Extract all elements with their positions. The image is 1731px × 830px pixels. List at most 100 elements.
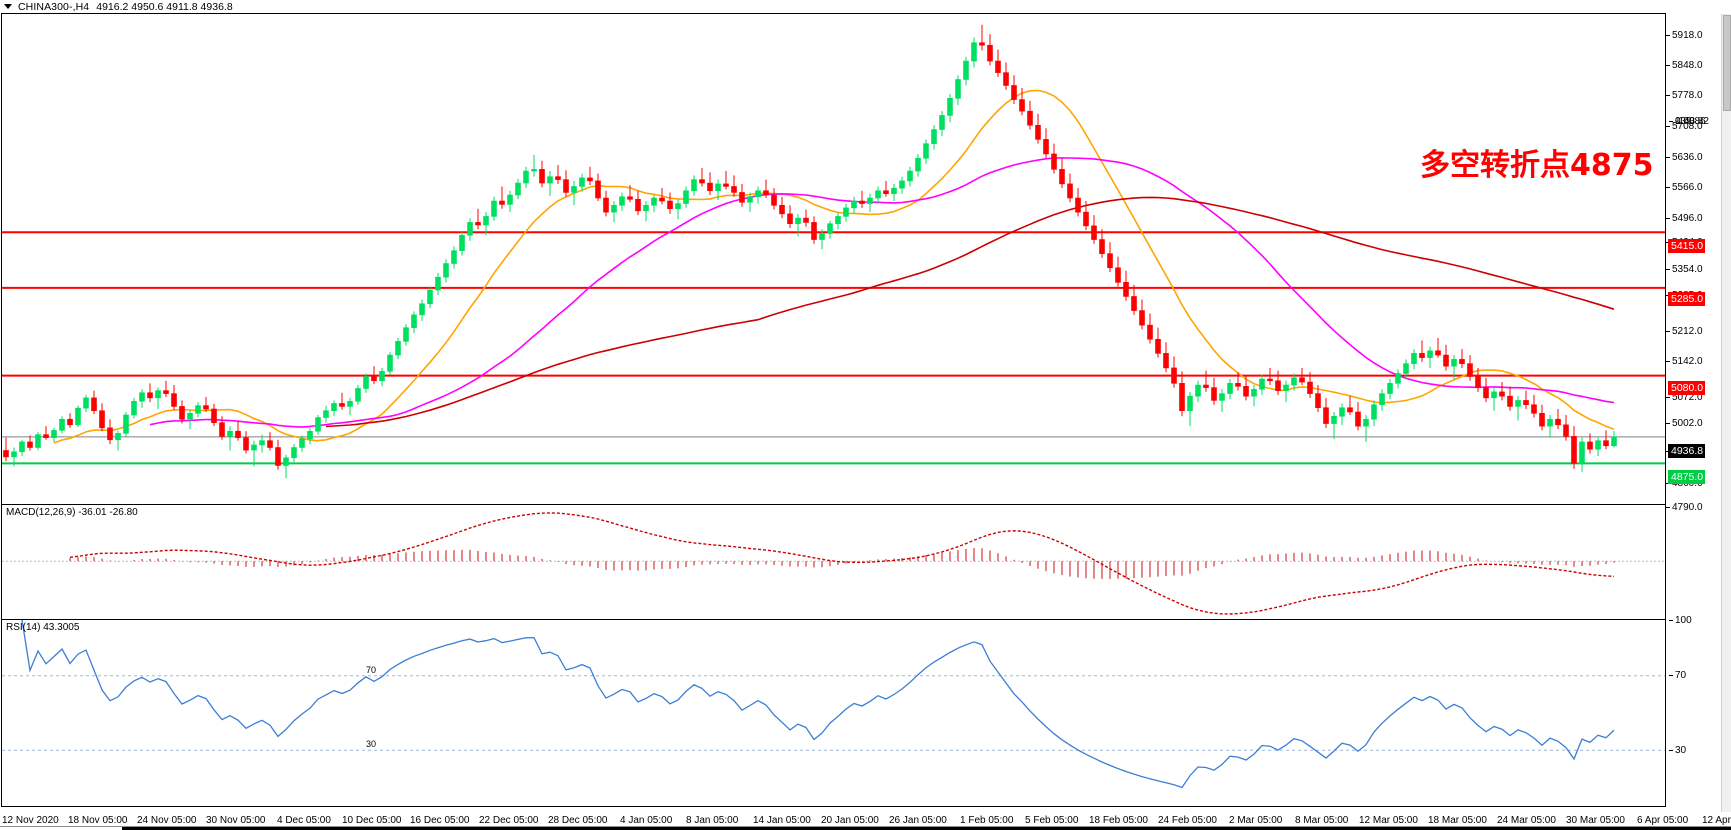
candlestick bbox=[1267, 367, 1273, 386]
price-tick-label: 5354.0 bbox=[1672, 263, 1703, 275]
candlestick bbox=[1507, 386, 1513, 411]
scrollbar-thumb[interactable] bbox=[1723, 15, 1731, 111]
candlestick bbox=[811, 216, 817, 244]
candlestick bbox=[283, 454, 289, 479]
candlestick bbox=[1011, 75, 1017, 104]
price-tick: 5636.0 bbox=[1666, 151, 1731, 163]
macd-plot bbox=[2, 512, 1665, 615]
candlestick bbox=[1171, 356, 1177, 388]
candlestick bbox=[1427, 346, 1433, 368]
candlestick bbox=[1291, 373, 1297, 391]
candlestick bbox=[683, 186, 689, 208]
time-tick-label: 4 Jan 05:00 bbox=[620, 815, 673, 826]
candlestick bbox=[627, 185, 633, 203]
tick-mark-icon bbox=[1669, 120, 1673, 122]
candlestick bbox=[171, 385, 177, 410]
vertical-scrollbar[interactable] bbox=[1721, 14, 1731, 812]
tick-mark-icon bbox=[1666, 506, 1670, 508]
candlestick bbox=[603, 190, 609, 217]
macd-indicator-pane[interactable]: MACD(12,26,9) -36.01 -26.80 bbox=[1, 505, 1665, 620]
price-level-badge-green[interactable]: 4875.0 bbox=[1668, 470, 1706, 484]
price-tick-label: 5848.0 bbox=[1672, 59, 1703, 71]
candlestick bbox=[1419, 340, 1425, 362]
tick-mark-icon bbox=[1669, 749, 1673, 751]
rsi-scale-label: 100 bbox=[1675, 614, 1692, 626]
price-tick: 5354.0 bbox=[1666, 263, 1731, 275]
candlestick bbox=[1043, 128, 1049, 159]
triangle-down-icon[interactable] bbox=[4, 4, 12, 9]
ma-red-line bbox=[325, 196, 1615, 428]
tick-mark-icon bbox=[1666, 186, 1670, 188]
candlestick bbox=[347, 397, 353, 415]
time-tick-label: 18 Feb 05:00 bbox=[1089, 815, 1148, 826]
candlestick-plot bbox=[2, 24, 1665, 479]
candlestick bbox=[611, 201, 617, 223]
candlestick bbox=[203, 397, 209, 412]
candlestick bbox=[1027, 100, 1033, 130]
candlestick bbox=[1195, 380, 1201, 403]
macd-scale-tick: -143.82 bbox=[1669, 115, 1731, 127]
price-tick-label: 5566.0 bbox=[1672, 181, 1703, 193]
rsi-plot: 70 30 bbox=[2, 620, 1665, 789]
price-tick: 5778.0 bbox=[1666, 89, 1731, 101]
candlestick bbox=[195, 402, 201, 418]
bottom-status-strip bbox=[122, 827, 1731, 830]
candlestick bbox=[659, 188, 665, 205]
candlestick bbox=[1107, 242, 1113, 273]
candlestick bbox=[467, 218, 473, 241]
price-chart-pane[interactable] bbox=[1, 13, 1665, 505]
rsi-indicator-pane[interactable]: RSI(14) 43.3005 70 30 bbox=[1, 620, 1665, 807]
candlestick bbox=[307, 427, 313, 445]
tick-mark-icon bbox=[1666, 125, 1670, 127]
time-tick-label: 12 Apr 05:00 bbox=[1702, 815, 1731, 826]
price-level-badge-red[interactable]: 5285.0 bbox=[1668, 292, 1706, 306]
price-level-badge-red[interactable]: 5080.0 bbox=[1668, 381, 1706, 395]
tick-mark-icon bbox=[1666, 94, 1670, 96]
tick-mark-icon bbox=[1666, 422, 1670, 424]
time-tick-label: 30 Nov 05:00 bbox=[206, 815, 266, 826]
candlestick bbox=[707, 172, 713, 196]
time-tick-label: 24 Mar 05:00 bbox=[1497, 815, 1556, 826]
candlestick bbox=[451, 246, 457, 269]
candlestick bbox=[1443, 344, 1449, 371]
price-tick-label: 5918.0 bbox=[1672, 29, 1703, 41]
price-tick: 5212.0 bbox=[1666, 325, 1731, 337]
candlestick bbox=[1203, 370, 1209, 392]
candlestick bbox=[1379, 389, 1385, 411]
candlestick bbox=[787, 205, 793, 228]
time-scale-axis[interactable]: 12 Nov 2020 18 Nov 05:00 24 Nov 05:00 30 No… bbox=[0, 813, 1731, 830]
price-tick: 5496.0 bbox=[1666, 212, 1731, 224]
candlestick bbox=[235, 421, 241, 441]
candlestick bbox=[835, 212, 841, 230]
candlestick bbox=[1115, 256, 1121, 287]
candlestick bbox=[1227, 379, 1233, 400]
candlestick bbox=[1483, 377, 1489, 403]
candlestick bbox=[563, 170, 569, 197]
price-tick: 5566.0 bbox=[1666, 181, 1731, 193]
time-tick-label: 24 Nov 05:00 bbox=[137, 815, 197, 826]
candlestick bbox=[1491, 387, 1497, 411]
candlestick bbox=[1147, 313, 1153, 344]
rsi-scale-label: 30 bbox=[1675, 744, 1687, 756]
time-tick-label: 4 Dec 05:00 bbox=[277, 815, 331, 826]
time-axis-divider bbox=[0, 826, 1731, 827]
time-tick-label: 12 Nov 2020 bbox=[2, 815, 59, 826]
candlestick bbox=[827, 220, 833, 239]
candlestick bbox=[931, 125, 937, 150]
candlestick bbox=[219, 416, 225, 440]
candlestick bbox=[1595, 437, 1601, 457]
candlestick bbox=[867, 193, 873, 213]
price-level-badge-red[interactable]: 5415.0 bbox=[1668, 239, 1706, 253]
candlestick bbox=[155, 387, 161, 409]
candlestick bbox=[211, 403, 217, 427]
candlestick bbox=[1611, 430, 1617, 448]
price-scale-axis[interactable]: 5918.0 5848.0 5778.0 5708.0 5636.0 5566.0 5496… bbox=[1665, 13, 1730, 807]
macd-scale-label: -143.82 bbox=[1675, 115, 1709, 127]
candlestick bbox=[1555, 408, 1561, 430]
rsi-scale-label: 70 bbox=[1675, 670, 1687, 682]
candlestick bbox=[923, 139, 929, 164]
candlestick bbox=[1067, 173, 1073, 203]
candlestick bbox=[515, 178, 521, 200]
price-level-badge-black[interactable]: 4936.8 bbox=[1668, 444, 1706, 458]
